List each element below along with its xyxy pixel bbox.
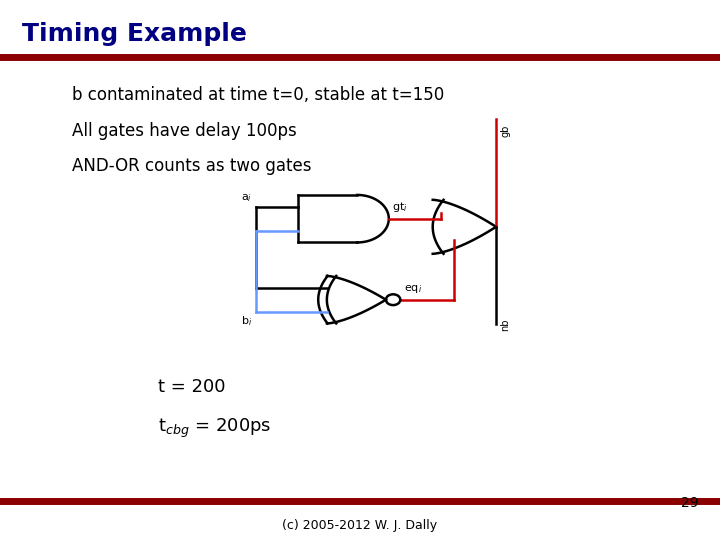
Text: gt$_i$: gt$_i$: [392, 200, 408, 214]
Text: All gates have delay 100ps: All gates have delay 100ps: [72, 122, 297, 139]
Text: AND-OR counts as two gates: AND-OR counts as two gates: [72, 157, 312, 174]
Text: gb: gb: [500, 124, 510, 137]
Text: t$_{cbg}$ = 200ps: t$_{cbg}$ = 200ps: [158, 417, 272, 440]
Text: t = 200: t = 200: [158, 378, 226, 396]
Text: a$_i$: a$_i$: [241, 192, 252, 204]
Text: b contaminated at time t=0, stable at t=150: b contaminated at time t=0, stable at t=…: [72, 86, 444, 104]
Text: (c) 2005-2012 W. J. Dally: (c) 2005-2012 W. J. Dally: [282, 519, 438, 532]
Text: eq$_i$: eq$_i$: [404, 284, 422, 295]
Text: nb: nb: [500, 319, 510, 331]
Text: Timing Example: Timing Example: [22, 22, 246, 45]
Text: 29: 29: [681, 496, 698, 510]
Text: b$_i$: b$_i$: [240, 314, 252, 328]
